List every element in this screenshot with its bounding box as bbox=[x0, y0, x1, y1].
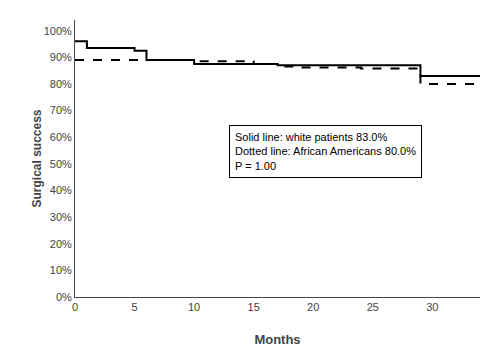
svg-text:0: 0 bbox=[72, 301, 78, 313]
svg-text:Solid line: white patients 83.: Solid line: white patients 83.0%Dotted l… bbox=[235, 131, 416, 172]
svg-text:15: 15 bbox=[248, 301, 260, 313]
svg-text:30%: 30% bbox=[50, 211, 72, 223]
svg-text:20: 20 bbox=[307, 301, 319, 313]
svg-text:100%: 100% bbox=[44, 25, 72, 37]
svg-text:90%: 90% bbox=[50, 51, 72, 63]
svg-text:50%: 50% bbox=[50, 158, 72, 170]
svg-text:80%: 80% bbox=[50, 78, 72, 90]
svg-text:60%: 60% bbox=[50, 131, 72, 143]
svg-text:25: 25 bbox=[367, 301, 379, 313]
svg-text:5: 5 bbox=[131, 301, 137, 313]
svg-text:20%: 20% bbox=[50, 238, 72, 250]
svg-text:30: 30 bbox=[426, 301, 438, 313]
svg-text:40%: 40% bbox=[50, 184, 72, 196]
svg-text:0%: 0% bbox=[56, 291, 72, 303]
svg-text:70%: 70% bbox=[50, 104, 72, 116]
svg-text:10%: 10% bbox=[50, 264, 72, 276]
svg-text:Surgical success: Surgical success bbox=[30, 109, 44, 207]
svg-text:10: 10 bbox=[188, 301, 200, 313]
svg-text:Months: Months bbox=[254, 332, 300, 347]
